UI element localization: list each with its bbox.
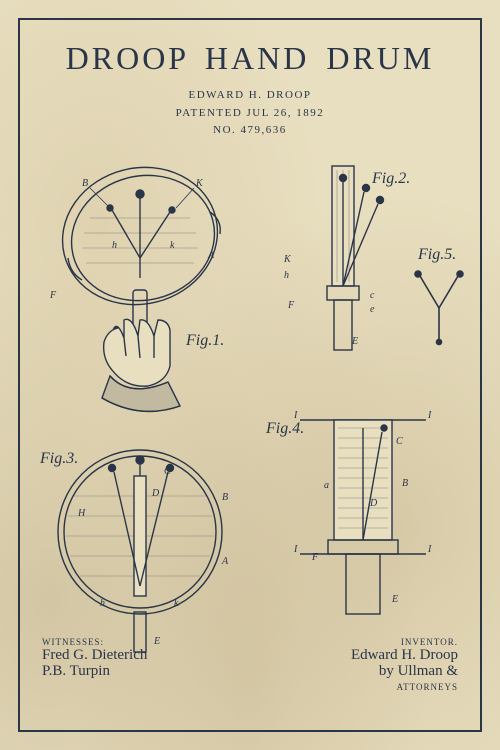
label-B-4: B [402, 478, 408, 489]
label-D-3: D [152, 488, 159, 499]
witness2-sig: P.B. Turpin [42, 663, 147, 680]
patent-number: NO. 479,636 [36, 122, 464, 140]
fig1-label: Fig.1. [186, 332, 224, 350]
witnesses-caption: WITNESSES: [42, 637, 147, 647]
label-h-3: h [100, 598, 105, 609]
label-I-4a: I [294, 410, 297, 421]
inventor-line: EDWARD H. DROOP [36, 87, 464, 105]
label-F-4: F [312, 552, 318, 563]
fig4-label: Fig.4. [266, 420, 304, 438]
label-K-1: K [196, 178, 203, 189]
fig3-drawing [40, 436, 240, 656]
fig4-drawing [288, 406, 438, 626]
label-I-4c: I [294, 544, 297, 555]
label-E-2: E [352, 336, 358, 347]
label-H-3: H [78, 508, 85, 519]
label-a-4: a [324, 480, 329, 491]
fig2-label: Fig.2. [372, 170, 410, 188]
patent-title: DROOP HAND DRUM [36, 40, 464, 77]
label-A-1: A [208, 250, 214, 261]
attorneys-caption: ATTORNEYS [351, 682, 458, 692]
label-h-1: h [112, 240, 117, 251]
label-C-3: C [164, 466, 171, 477]
witness1-sig: Fred G. Dieterich [42, 647, 147, 664]
fig5-drawing [404, 268, 474, 348]
label-k-1: k [170, 240, 174, 251]
label-A-3: A [222, 556, 228, 567]
label-D-4: D [370, 498, 377, 509]
label-c-2: c [370, 290, 374, 301]
label-B-3: B [222, 492, 228, 503]
label-F-1: F [50, 290, 56, 301]
label-F-2: F [288, 300, 294, 311]
fig1-drawing [30, 158, 260, 418]
patented-line: PATENTED JUL 26, 1892 [36, 105, 464, 123]
inventor-sig: Edward H. Droop [351, 647, 458, 664]
label-k-3: k [174, 598, 178, 609]
label-I-4d: I [428, 544, 431, 555]
label-K-2: K [284, 254, 291, 265]
label-e-2: e [370, 304, 374, 315]
label-I-4b: I [428, 410, 431, 421]
label-h-2: h [284, 270, 289, 281]
inventor-block: INVENTOR. Edward H. Droop by Ullman & AT… [351, 635, 458, 692]
fig5-label: Fig.5. [418, 246, 456, 264]
inventor-caption: INVENTOR. [351, 637, 458, 647]
figures-area: Fig.1. B K F A h k [36, 140, 464, 700]
fig2-drawing [294, 158, 404, 358]
witnesses-block: WITNESSES: Fred G. Dieterich P.B. Turpin [42, 635, 147, 692]
label-E-4: E [392, 594, 398, 605]
signatures-row: WITNESSES: Fred G. Dieterich P.B. Turpin… [36, 635, 464, 692]
label-B-1: B [82, 178, 88, 189]
by-sig: by Ullman & [351, 663, 458, 680]
patent-content: DROOP HAND DRUM EDWARD H. DROOP PATENTED… [18, 18, 482, 732]
label-C-4: C [396, 436, 403, 447]
fig3-label: Fig.3. [40, 450, 78, 468]
